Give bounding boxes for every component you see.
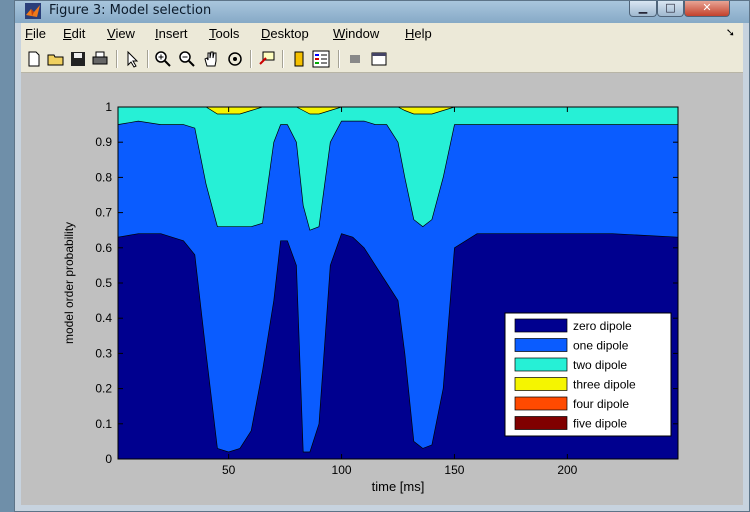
window-title: Figure 3: Model selection bbox=[49, 3, 212, 18]
legend-swatch bbox=[514, 318, 568, 333]
close-icon: ✕ bbox=[702, 1, 712, 14]
toolbar-separator bbox=[282, 50, 284, 68]
x-tick-label: 50 bbox=[222, 463, 236, 477]
legend-swatch bbox=[514, 416, 568, 430]
y-tick-label: 0.4 bbox=[95, 311, 112, 325]
new-file-icon[interactable] bbox=[24, 49, 44, 69]
toolbar-separator bbox=[147, 50, 149, 68]
toolbar-separator bbox=[116, 50, 118, 68]
legend-box bbox=[504, 312, 672, 437]
legend-swatch bbox=[514, 377, 568, 391]
legend-swatch bbox=[514, 357, 568, 372]
x-tick-label: 100 bbox=[332, 463, 352, 477]
pan-hand-icon[interactable] bbox=[201, 49, 221, 69]
y-tick-label: 0.1 bbox=[95, 417, 112, 431]
menu-tools[interactable]: Tools bbox=[209, 26, 240, 41]
rotate-3d-icon[interactable] bbox=[225, 49, 245, 69]
zoom-out-icon[interactable] bbox=[177, 49, 197, 69]
open-folder-icon[interactable] bbox=[46, 49, 66, 69]
maximize-button[interactable]: □ bbox=[657, 1, 684, 17]
x-tick-label: 200 bbox=[557, 463, 577, 477]
y-tick-label: 0.9 bbox=[95, 135, 112, 149]
menu-insert[interactable]: Insert bbox=[155, 26, 188, 41]
legend-entry: one dipole bbox=[573, 339, 629, 353]
figure-window: Figure 3: Model selection ▁ □ ✕ File Edi… bbox=[14, 0, 750, 512]
y-tick-label: 0.8 bbox=[95, 170, 112, 184]
figure-toolbar bbox=[21, 46, 743, 73]
minimize-button[interactable]: ▁ bbox=[629, 1, 657, 17]
legend-entry: zero dipole bbox=[573, 319, 632, 333]
maximize-icon: □ bbox=[665, 1, 676, 14]
matlab-logo-icon bbox=[25, 3, 41, 19]
save-icon[interactable] bbox=[68, 49, 88, 69]
x-tick-label: 150 bbox=[444, 463, 464, 477]
title-bar[interactable]: Figure 3: Model selection ▁ □ ✕ bbox=[15, 1, 749, 23]
close-button[interactable]: ✕ bbox=[684, 1, 730, 17]
legend-entry: four dipole bbox=[573, 397, 629, 411]
y-tick-label: 0.5 bbox=[95, 276, 112, 290]
legend-entry: five dipole bbox=[573, 417, 627, 431]
zoom-in-icon[interactable] bbox=[153, 49, 173, 69]
data-cursor-icon[interactable] bbox=[257, 49, 277, 69]
menu-edit[interactable]: Edit bbox=[63, 26, 86, 41]
y-tick-label: 0 bbox=[105, 452, 112, 466]
y-tick-label: 0.2 bbox=[95, 382, 112, 396]
toolbar-separator bbox=[250, 50, 252, 68]
figure-canvas: 0 0.1 0.2 0.3 0.4 0.5 0.6 0.7 0.8 0.9 1 50 100 150 200… bbox=[21, 73, 743, 505]
y-tick-label: 0.6 bbox=[95, 241, 112, 255]
pointer-icon[interactable] bbox=[122, 49, 142, 69]
menu-overflow-icon[interactable]: ➘ bbox=[725, 26, 735, 39]
menu-desktop[interactable]: Desktop bbox=[261, 26, 309, 41]
menu-view[interactable]: View bbox=[107, 26, 135, 41]
print-icon[interactable] bbox=[90, 49, 110, 69]
menu-window[interactable]: Window bbox=[333, 26, 380, 41]
colorbar-icon[interactable] bbox=[289, 49, 309, 69]
legend-icon[interactable] bbox=[311, 49, 331, 69]
minimize-icon: ▁ bbox=[638, 1, 648, 14]
x-axis-label: time [ms] bbox=[372, 479, 425, 494]
menu-help[interactable]: Help bbox=[405, 26, 432, 41]
legend-swatch bbox=[514, 396, 568, 411]
menu-bar: File Edit View Insert Tools Desktop Wind… bbox=[21, 23, 743, 46]
legend-entry: two dipole bbox=[573, 358, 627, 372]
hide-plot-tools-icon[interactable] bbox=[345, 49, 365, 69]
menu-file[interactable]: File bbox=[25, 26, 46, 41]
y-tick-label: 0.3 bbox=[95, 346, 112, 360]
y-tick-label: 0.7 bbox=[95, 206, 112, 220]
y-tick-label: 1 bbox=[105, 100, 112, 114]
legend-swatch bbox=[514, 338, 568, 352]
toolbar-separator bbox=[338, 50, 340, 68]
legend-entry: three dipole bbox=[573, 378, 636, 392]
show-plot-tools-icon[interactable] bbox=[369, 49, 389, 69]
y-axis-label: model order probability bbox=[62, 222, 76, 344]
